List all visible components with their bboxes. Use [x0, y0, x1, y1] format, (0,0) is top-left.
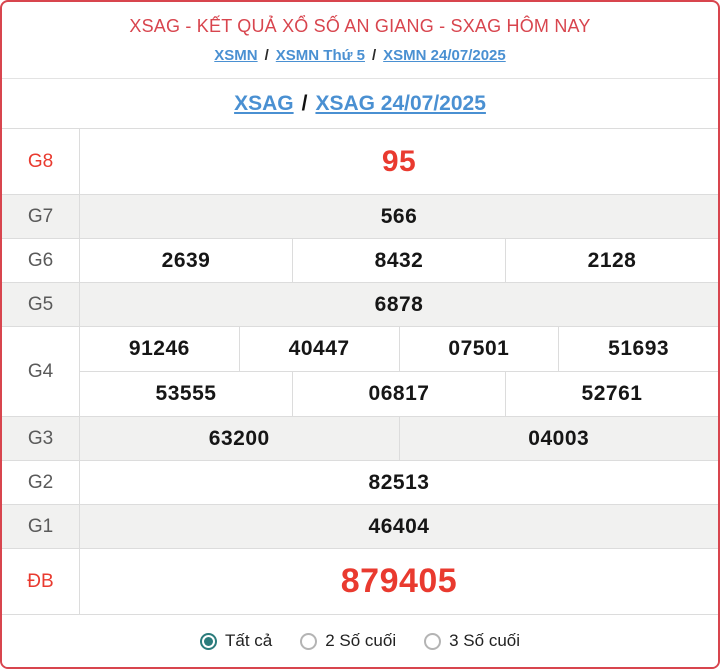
- prize-label: G6: [2, 239, 80, 282]
- prize-value: 2639: [161, 248, 211, 272]
- prize-line: 2639 8432 2128: [80, 239, 718, 282]
- filter-option-label: 3 Số cuối: [449, 631, 521, 650]
- results-table: G8 95 G7 566 G6 2639 8432 2128 G5 6878 G4 91246 4044…: [2, 129, 718, 615]
- filter-option-label: Tất cả: [224, 631, 273, 650]
- prize-line: 879405: [80, 549, 718, 614]
- prize-value: 06817: [292, 372, 505, 416]
- prize-line: 566: [80, 195, 718, 238]
- filter-option-1[interactable]: 2 Số cuối: [300, 631, 396, 651]
- prize-values: 6878: [80, 283, 718, 326]
- prize-label: G7: [2, 195, 80, 238]
- prize-line: 6878: [80, 283, 718, 326]
- prize-value: 53555: [155, 382, 217, 405]
- prize-row-g3: G3 63200 04003: [2, 417, 718, 461]
- prize-value: 52761: [505, 372, 718, 416]
- prize-values: 63200 04003: [80, 417, 718, 460]
- prize-line: 82513: [80, 461, 718, 504]
- prize-row-g7: G7 566: [2, 195, 718, 239]
- prize-values: 2639 8432 2128: [80, 239, 718, 282]
- prize-row-g1: G1 46404: [2, 505, 718, 549]
- prize-value: 82513: [368, 470, 430, 494]
- radio-selected-icon[interactable]: [199, 632, 217, 650]
- subtitle-link-xsag[interactable]: XSAG: [234, 91, 294, 115]
- prize-line: 46404: [80, 505, 718, 548]
- filter-options: Tất cả 2 Số cuối 3 Số cuối: [2, 615, 718, 667]
- prize-values: 91246 40447 07501 51693 53555 06817 52761: [80, 327, 718, 416]
- prize-row-g2: G2 82513: [2, 461, 718, 505]
- radio-unselected-icon[interactable]: [424, 632, 442, 650]
- prize-value: 07501: [398, 327, 559, 371]
- breadcrumb: XSMN / XSMN Thứ 5 / XSMN 24/07/2025: [2, 47, 718, 64]
- breadcrumb-separator: /: [371, 47, 377, 64]
- prize-label: ĐB: [2, 549, 80, 614]
- prize-line: 91246 40447 07501 51693: [80, 327, 718, 371]
- prize-line: 63200 04003: [80, 417, 718, 460]
- prize-label: G3: [2, 417, 80, 460]
- radio-unselected-icon[interactable]: [300, 632, 318, 650]
- subtitle-breadcrumb: XSAG / XSAG 24/07/2025: [2, 79, 718, 129]
- prize-values: 566: [80, 195, 718, 238]
- prize-value: 6878: [374, 292, 424, 316]
- prize-label: G4: [2, 327, 80, 416]
- subtitle-separator: /: [301, 91, 308, 115]
- prize-value: 46404: [368, 514, 430, 538]
- prize-values: 879405: [80, 549, 718, 614]
- prize-value: 2128: [505, 239, 718, 282]
- header: XSAG - KẾT QUẢ XỔ SỐ AN GIANG - SXAG HÔM…: [2, 2, 718, 79]
- prize-row-đb: ĐB 879405: [2, 549, 718, 615]
- prize-value: 04003: [398, 417, 719, 460]
- subtitle-link-xsag-date[interactable]: XSAG 24/07/2025: [315, 91, 486, 115]
- prize-row-g6: G6 2639 8432 2128: [2, 239, 718, 283]
- breadcrumb-separator: /: [264, 47, 269, 64]
- prize-value: 40447: [238, 327, 399, 371]
- filter-option-0[interactable]: Tất cả: [199, 631, 273, 651]
- prize-values: 82513: [80, 461, 718, 504]
- prize-label: G2: [2, 461, 80, 504]
- page-title: XSAG - KẾT QUẢ XỔ SỐ AN GIANG - SXAG HÔM…: [129, 16, 591, 36]
- breadcrumb-link-xsmn[interactable]: XSMN: [214, 47, 258, 64]
- prize-label: G5: [2, 283, 80, 326]
- prize-values: 95: [80, 129, 718, 194]
- prize-values: 46404: [80, 505, 718, 548]
- prize-line: 53555 06817 52761: [80, 371, 718, 416]
- prize-value: 63200: [208, 426, 270, 450]
- prize-value: 566: [380, 204, 418, 228]
- breadcrumb-link-xsmn-thu-5[interactable]: XSMN Thứ 5: [275, 47, 365, 64]
- prize-label: G8: [2, 129, 80, 194]
- prize-line: 95: [80, 129, 718, 194]
- prize-value: 51693: [558, 327, 718, 371]
- breadcrumb-link-xsmn-date[interactable]: XSMN 24/07/2025: [383, 47, 506, 64]
- prize-value: 8432: [292, 239, 505, 282]
- prize-row-g4: G4 91246 40447 07501 51693 53555 06817 52761: [2, 327, 718, 417]
- prize-value: 95: [381, 144, 417, 178]
- prize-value: 879405: [340, 562, 458, 600]
- prize-row-g5: G5 6878: [2, 283, 718, 327]
- prize-value: 91246: [128, 337, 190, 360]
- prize-label: G1: [2, 505, 80, 548]
- prize-row-g8: G8 95: [2, 129, 718, 195]
- filter-option-2[interactable]: 3 Số cuối: [424, 631, 520, 651]
- filter-option-label: 2 Số cuối: [325, 631, 397, 650]
